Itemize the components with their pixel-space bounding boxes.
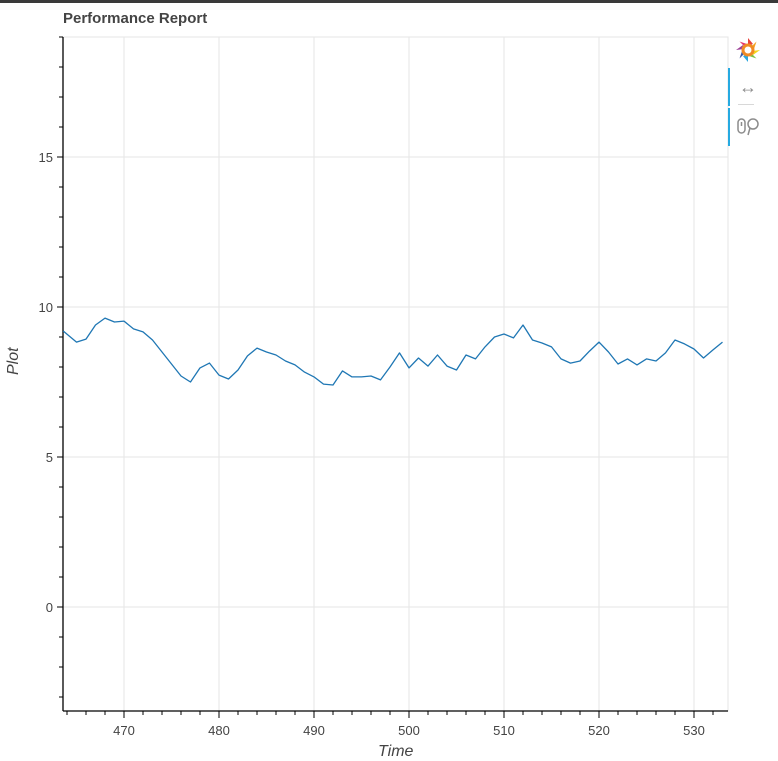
x-tick-label: 510	[493, 723, 515, 738]
pan-arrows-icon: ↔	[739, 77, 757, 97]
y-tick-label: 0	[46, 600, 53, 615]
window-top-border	[0, 0, 778, 3]
wheel-zoom-icon	[737, 118, 759, 136]
x-tick-label: 480	[208, 723, 230, 738]
x-tick-label: 470	[113, 723, 135, 738]
x-tick-label: 490	[303, 723, 325, 738]
plot-frame	[62, 36, 729, 712]
y-tick-label: 15	[39, 150, 53, 165]
x-tick-label: 520	[588, 723, 610, 738]
chart-title: Performance Report	[63, 10, 208, 27]
y-tick-label: 10	[39, 300, 53, 315]
pan-tool-button[interactable]: ↔	[728, 68, 766, 106]
data-line-series	[62, 317, 723, 386]
x-tick-label: 530	[683, 723, 705, 738]
y-tick-label: 5	[46, 450, 53, 465]
toolbar-divider	[738, 104, 754, 105]
wheel-zoom-tool-button[interactable]	[728, 108, 766, 146]
bokeh-logo-icon[interactable]	[734, 36, 762, 64]
x-axis-label: Time	[378, 743, 414, 760]
y-axis-label: Plot	[5, 347, 22, 375]
x-tick-label: 500	[398, 723, 420, 738]
chart-toolbar: ↔	[728, 32, 768, 152]
